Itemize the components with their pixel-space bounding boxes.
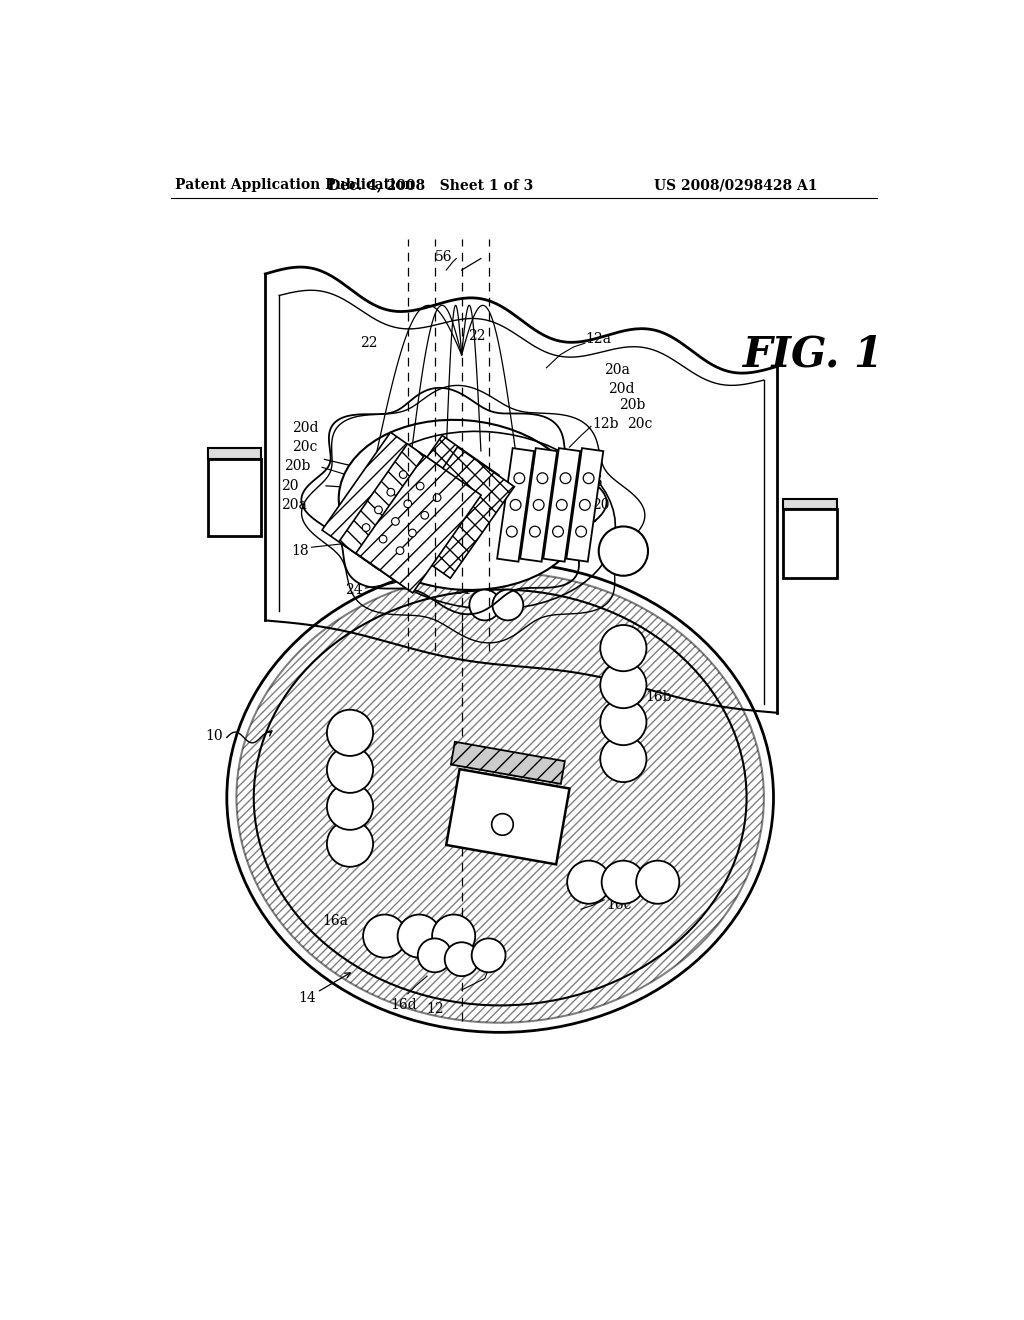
Text: 12: 12: [426, 1002, 443, 1016]
Text: 56: 56: [435, 249, 453, 264]
Text: 24: 24: [453, 582, 470, 597]
Circle shape: [560, 473, 571, 483]
Text: 24: 24: [345, 582, 362, 597]
Text: 14: 14: [299, 991, 316, 1005]
Text: US 2008/0298428 A1: US 2008/0298428 A1: [654, 178, 817, 193]
Circle shape: [493, 590, 523, 620]
Text: 16d: 16d: [390, 998, 417, 1012]
Polygon shape: [782, 508, 837, 578]
Text: 28: 28: [224, 490, 243, 504]
Circle shape: [433, 494, 441, 502]
Text: 20c: 20c: [628, 417, 652, 432]
Circle shape: [529, 527, 541, 537]
Text: 26: 26: [585, 475, 602, 488]
Text: 16b: 16b: [645, 690, 672, 705]
Circle shape: [327, 710, 373, 756]
Circle shape: [362, 524, 370, 532]
Circle shape: [391, 517, 399, 525]
Text: 20a: 20a: [281, 498, 306, 512]
Text: 20: 20: [593, 498, 610, 512]
Circle shape: [636, 861, 679, 904]
Circle shape: [444, 942, 478, 977]
Circle shape: [514, 473, 524, 483]
Circle shape: [396, 546, 403, 554]
Text: 28: 28: [819, 536, 838, 550]
Text: 22: 22: [360, 337, 378, 350]
Circle shape: [472, 939, 506, 973]
Circle shape: [537, 473, 548, 483]
Circle shape: [397, 915, 440, 958]
Text: 16a: 16a: [323, 913, 348, 928]
Text: 16c: 16c: [606, 899, 632, 912]
Circle shape: [387, 488, 394, 496]
Circle shape: [600, 626, 646, 672]
Text: 20d: 20d: [292, 421, 318, 434]
Text: 20d: 20d: [608, 383, 635, 396]
Polygon shape: [497, 447, 534, 562]
Polygon shape: [520, 447, 557, 562]
Circle shape: [600, 663, 646, 709]
Polygon shape: [782, 499, 837, 508]
Polygon shape: [339, 444, 464, 581]
Circle shape: [553, 527, 563, 537]
Circle shape: [599, 527, 648, 576]
Text: Dec. 4, 2008   Sheet 1 of 3: Dec. 4, 2008 Sheet 1 of 3: [329, 178, 534, 193]
Polygon shape: [378, 436, 499, 566]
Circle shape: [327, 821, 373, 867]
Polygon shape: [393, 447, 514, 578]
Circle shape: [379, 535, 387, 543]
Text: 22: 22: [468, 329, 485, 342]
Circle shape: [602, 861, 645, 904]
Circle shape: [418, 939, 452, 973]
Text: 12b: 12b: [593, 417, 620, 432]
Circle shape: [364, 915, 407, 958]
Ellipse shape: [226, 562, 773, 1032]
Ellipse shape: [254, 590, 746, 1006]
Circle shape: [492, 813, 513, 836]
Polygon shape: [544, 447, 581, 562]
Circle shape: [534, 499, 544, 511]
Text: 20b: 20b: [620, 397, 646, 412]
Polygon shape: [451, 742, 565, 784]
Text: 20c: 20c: [292, 440, 317, 454]
Text: 12a: 12a: [585, 333, 611, 346]
Circle shape: [432, 915, 475, 958]
Circle shape: [327, 784, 373, 830]
Circle shape: [403, 500, 412, 508]
Circle shape: [567, 861, 610, 904]
Circle shape: [510, 499, 521, 511]
Circle shape: [556, 499, 567, 511]
Circle shape: [584, 473, 594, 483]
Circle shape: [375, 506, 382, 513]
Circle shape: [327, 747, 373, 793]
Circle shape: [507, 527, 517, 537]
Text: FIG. 1: FIG. 1: [742, 334, 884, 376]
Circle shape: [421, 511, 429, 519]
Circle shape: [409, 529, 416, 537]
Ellipse shape: [339, 420, 585, 590]
Polygon shape: [356, 455, 481, 593]
Text: 20a: 20a: [604, 363, 630, 378]
Circle shape: [575, 527, 587, 537]
Text: 10: 10: [206, 729, 223, 743]
Circle shape: [469, 590, 500, 620]
Polygon shape: [446, 770, 569, 865]
Circle shape: [600, 700, 646, 744]
Polygon shape: [323, 432, 447, 570]
Text: 18: 18: [291, 544, 309, 558]
Text: Patent Application Publication: Patent Application Publication: [175, 178, 415, 193]
Circle shape: [580, 499, 590, 511]
Polygon shape: [208, 459, 261, 536]
Text: 20: 20: [281, 479, 298, 492]
Circle shape: [600, 737, 646, 781]
Circle shape: [399, 471, 408, 478]
Circle shape: [417, 482, 424, 490]
Polygon shape: [208, 447, 261, 459]
Text: 20b: 20b: [285, 459, 311, 474]
Polygon shape: [566, 447, 603, 562]
